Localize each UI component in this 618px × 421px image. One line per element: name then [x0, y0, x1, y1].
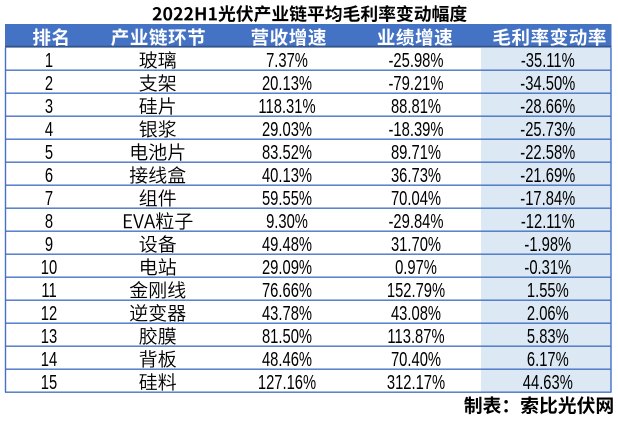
svg-text:49.48%: 49.48% — [262, 233, 312, 256]
svg-text:70.40%: 70.40% — [391, 348, 441, 371]
svg-text:59.55%: 59.55% — [262, 187, 312, 210]
svg-text:88.81%: 88.81% — [391, 95, 441, 118]
svg-text:-0.31%: -0.31% — [524, 256, 571, 279]
svg-text:-22.58%: -22.58% — [520, 141, 575, 164]
svg-text:43.78%: 43.78% — [262, 302, 312, 325]
svg-text:312.17%: 312.17% — [387, 371, 445, 394]
svg-text:76.66%: 76.66% — [262, 279, 312, 302]
svg-text:-25.98%: -25.98% — [389, 49, 444, 72]
svg-text:83.52%: 83.52% — [262, 141, 312, 164]
svg-text:-35.11%: -35.11% — [521, 49, 575, 72]
svg-text:127.16%: 127.16% — [258, 371, 316, 394]
svg-text:7: 7 — [45, 187, 53, 210]
svg-text:36.73%: 36.73% — [391, 164, 441, 187]
svg-text:-79.21%: -79.21% — [389, 72, 444, 95]
svg-text:44.63%: 44.63% — [523, 371, 573, 394]
svg-text:1.55%: 1.55% — [527, 279, 569, 302]
svg-text:8: 8 — [45, 210, 53, 233]
svg-text:40.13%: 40.13% — [262, 164, 312, 187]
svg-text:48.46%: 48.46% — [262, 348, 312, 371]
svg-text:-28.66%: -28.66% — [520, 95, 575, 118]
svg-text:11: 11 — [41, 279, 56, 302]
svg-text:15: 15 — [41, 371, 57, 394]
svg-text:9.30%: 9.30% — [266, 210, 308, 233]
svg-text:9: 9 — [45, 233, 53, 256]
svg-text:2.06%: 2.06% — [527, 302, 569, 325]
svg-text:-34.50%: -34.50% — [520, 72, 575, 95]
svg-text:-18.39%: -18.39% — [389, 118, 444, 141]
svg-text:20.13%: 20.13% — [262, 72, 312, 95]
svg-text:6.17%: 6.17% — [527, 348, 569, 371]
svg-text:12: 12 — [41, 302, 57, 325]
svg-text:118.31%: 118.31% — [258, 95, 315, 118]
svg-text:-21.69%: -21.69% — [520, 164, 575, 187]
svg-text:4: 4 — [45, 118, 53, 141]
svg-text:-29.84%: -29.84% — [389, 210, 444, 233]
svg-text:10: 10 — [41, 256, 57, 279]
svg-text:43.08%: 43.08% — [391, 302, 441, 325]
svg-text:3: 3 — [45, 95, 53, 118]
svg-text:152.79%: 152.79% — [387, 279, 445, 302]
svg-text:70.04%: 70.04% — [391, 187, 441, 210]
svg-text:13: 13 — [41, 325, 57, 348]
svg-text:14: 14 — [41, 348, 57, 371]
svg-text:29.03%: 29.03% — [262, 118, 312, 141]
svg-text:2: 2 — [45, 72, 53, 95]
svg-text:6: 6 — [45, 164, 53, 187]
svg-text:113.87%: 113.87% — [387, 325, 444, 348]
svg-text:31.70%: 31.70% — [391, 233, 441, 256]
svg-text:5.83%: 5.83% — [527, 325, 569, 348]
svg-text:0.97%: 0.97% — [395, 256, 437, 279]
svg-text:1: 1 — [45, 49, 53, 72]
svg-text:7.37%: 7.37% — [266, 49, 308, 72]
svg-text:-12.11%: -12.11% — [521, 210, 575, 233]
svg-text:5: 5 — [45, 141, 53, 164]
svg-text:-25.73%: -25.73% — [520, 118, 575, 141]
svg-text:89.71%: 89.71% — [391, 141, 441, 164]
svg-text:-17.84%: -17.84% — [520, 187, 575, 210]
svg-text:-1.98%: -1.98% — [524, 233, 571, 256]
svg-text:81.50%: 81.50% — [262, 325, 312, 348]
svg-text:29.09%: 29.09% — [262, 256, 312, 279]
